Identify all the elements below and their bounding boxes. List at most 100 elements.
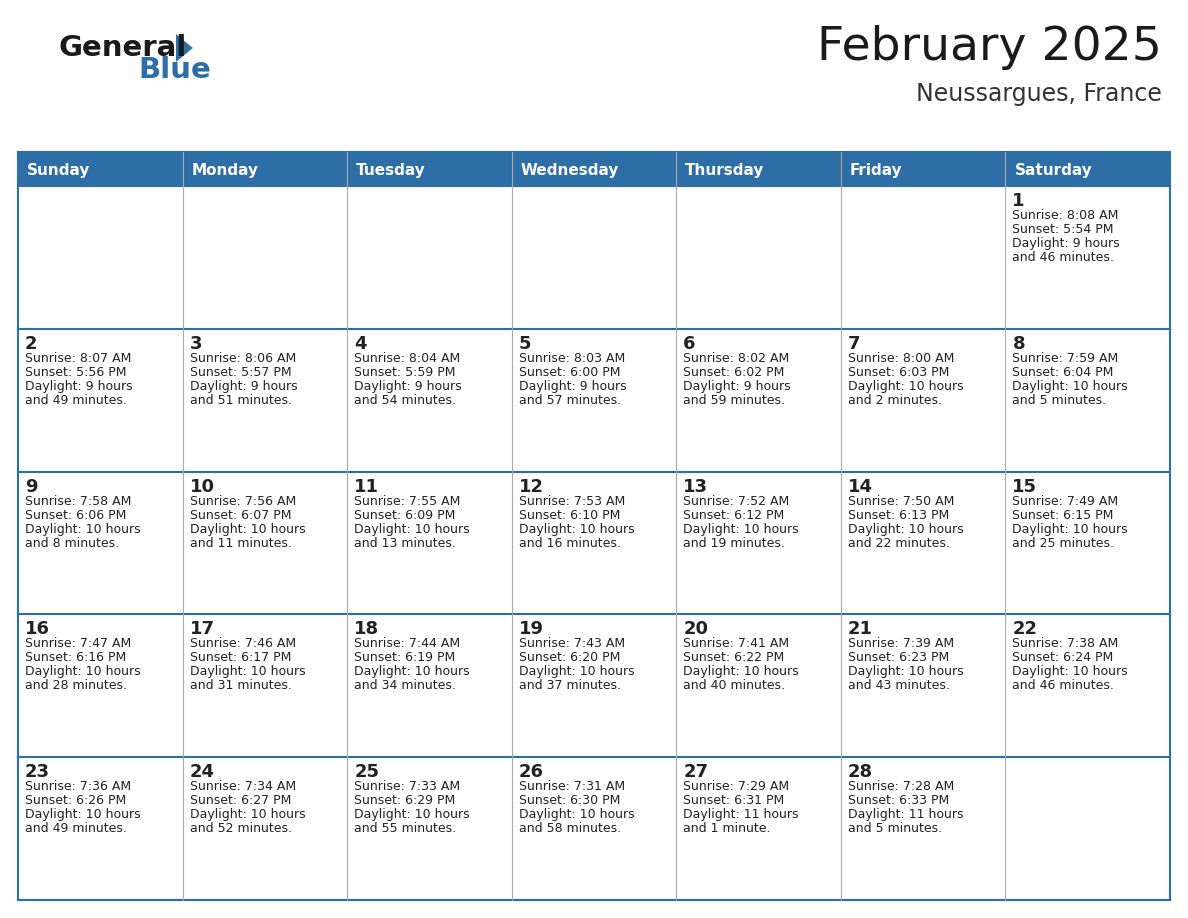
- Text: Sunset: 6:24 PM: Sunset: 6:24 PM: [1012, 652, 1113, 665]
- Text: Sunrise: 7:28 AM: Sunrise: 7:28 AM: [848, 780, 954, 793]
- Text: Sunrise: 8:02 AM: Sunrise: 8:02 AM: [683, 352, 790, 364]
- Text: 22: 22: [1012, 621, 1037, 638]
- Text: Sunrise: 7:29 AM: Sunrise: 7:29 AM: [683, 780, 789, 793]
- Text: Sunrise: 7:53 AM: Sunrise: 7:53 AM: [519, 495, 625, 508]
- Bar: [18, 186, 183, 329]
- Bar: [676, 472, 841, 614]
- Text: and 51 minutes.: and 51 minutes.: [190, 394, 291, 407]
- Bar: [183, 152, 347, 186]
- Bar: [183, 472, 347, 614]
- Text: Daylight: 10 hours: Daylight: 10 hours: [519, 808, 634, 822]
- Bar: [841, 186, 1005, 329]
- Text: Sunset: 6:23 PM: Sunset: 6:23 PM: [848, 652, 949, 665]
- Polygon shape: [176, 34, 192, 62]
- Text: Sunset: 6:02 PM: Sunset: 6:02 PM: [683, 365, 784, 379]
- Bar: [183, 614, 347, 757]
- Text: Sunset: 6:15 PM: Sunset: 6:15 PM: [1012, 509, 1114, 521]
- Text: Sunset: 6:20 PM: Sunset: 6:20 PM: [519, 652, 620, 665]
- Text: and 5 minutes.: and 5 minutes.: [848, 823, 942, 835]
- Text: 18: 18: [354, 621, 379, 638]
- Text: Daylight: 11 hours: Daylight: 11 hours: [683, 808, 798, 822]
- Text: 15: 15: [1012, 477, 1037, 496]
- Text: and 55 minutes.: and 55 minutes.: [354, 823, 456, 835]
- Text: and 49 minutes.: and 49 minutes.: [25, 823, 127, 835]
- Bar: [512, 472, 676, 614]
- Bar: [1005, 757, 1170, 900]
- Text: Daylight: 10 hours: Daylight: 10 hours: [190, 666, 305, 678]
- Text: Sunset: 6:12 PM: Sunset: 6:12 PM: [683, 509, 784, 521]
- Text: Sunrise: 7:43 AM: Sunrise: 7:43 AM: [519, 637, 625, 650]
- Bar: [841, 329, 1005, 472]
- Text: Monday: Monday: [191, 162, 259, 177]
- Text: Daylight: 9 hours: Daylight: 9 hours: [354, 380, 462, 393]
- Text: Thursday: Thursday: [685, 162, 765, 177]
- Text: 26: 26: [519, 763, 544, 781]
- Bar: [1005, 614, 1170, 757]
- Bar: [1005, 186, 1170, 329]
- Text: Sunset: 6:22 PM: Sunset: 6:22 PM: [683, 652, 784, 665]
- Text: Sunrise: 7:59 AM: Sunrise: 7:59 AM: [1012, 352, 1119, 364]
- Bar: [18, 614, 183, 757]
- Text: Sunrise: 7:41 AM: Sunrise: 7:41 AM: [683, 637, 789, 650]
- Text: 23: 23: [25, 763, 50, 781]
- Text: Daylight: 10 hours: Daylight: 10 hours: [25, 666, 140, 678]
- Text: Daylight: 10 hours: Daylight: 10 hours: [848, 522, 963, 535]
- Text: Sunrise: 7:34 AM: Sunrise: 7:34 AM: [190, 780, 296, 793]
- Text: Sunset: 6:27 PM: Sunset: 6:27 PM: [190, 794, 291, 807]
- Text: Daylight: 10 hours: Daylight: 10 hours: [848, 380, 963, 393]
- Text: and 57 minutes.: and 57 minutes.: [519, 394, 621, 407]
- Text: Daylight: 9 hours: Daylight: 9 hours: [519, 380, 626, 393]
- Text: Daylight: 10 hours: Daylight: 10 hours: [1012, 666, 1129, 678]
- Bar: [347, 186, 512, 329]
- Text: and 1 minute.: and 1 minute.: [683, 823, 771, 835]
- Text: Sunset: 6:33 PM: Sunset: 6:33 PM: [848, 794, 949, 807]
- Text: 21: 21: [848, 621, 873, 638]
- Bar: [347, 472, 512, 614]
- Bar: [512, 614, 676, 757]
- Text: Sunset: 6:26 PM: Sunset: 6:26 PM: [25, 794, 126, 807]
- Text: 6: 6: [683, 335, 696, 353]
- Text: and 52 minutes.: and 52 minutes.: [190, 823, 291, 835]
- Text: 11: 11: [354, 477, 379, 496]
- Text: and 13 minutes.: and 13 minutes.: [354, 537, 456, 550]
- Text: Daylight: 10 hours: Daylight: 10 hours: [190, 808, 305, 822]
- Text: and 59 minutes.: and 59 minutes.: [683, 394, 785, 407]
- Text: Daylight: 10 hours: Daylight: 10 hours: [354, 808, 469, 822]
- Text: 5: 5: [519, 335, 531, 353]
- Text: and 22 minutes.: and 22 minutes.: [848, 537, 949, 550]
- Text: 28: 28: [848, 763, 873, 781]
- Bar: [183, 329, 347, 472]
- Text: Sunrise: 8:06 AM: Sunrise: 8:06 AM: [190, 352, 296, 364]
- Text: 19: 19: [519, 621, 544, 638]
- Text: 13: 13: [683, 477, 708, 496]
- Text: Daylight: 10 hours: Daylight: 10 hours: [683, 522, 798, 535]
- Text: Sunset: 6:31 PM: Sunset: 6:31 PM: [683, 794, 784, 807]
- Text: Sunset: 5:54 PM: Sunset: 5:54 PM: [1012, 223, 1114, 236]
- Text: 14: 14: [848, 477, 873, 496]
- Text: and 49 minutes.: and 49 minutes.: [25, 394, 127, 407]
- Text: Daylight: 11 hours: Daylight: 11 hours: [848, 808, 963, 822]
- Bar: [18, 329, 183, 472]
- Text: Sunday: Sunday: [27, 162, 90, 177]
- Bar: [183, 757, 347, 900]
- Text: Sunset: 6:07 PM: Sunset: 6:07 PM: [190, 509, 291, 521]
- Text: Sunrise: 7:39 AM: Sunrise: 7:39 AM: [848, 637, 954, 650]
- Text: Blue: Blue: [138, 56, 210, 84]
- Bar: [512, 186, 676, 329]
- Text: Sunset: 6:17 PM: Sunset: 6:17 PM: [190, 652, 291, 665]
- Bar: [512, 757, 676, 900]
- Bar: [347, 757, 512, 900]
- Text: Sunrise: 7:44 AM: Sunrise: 7:44 AM: [354, 637, 460, 650]
- Bar: [18, 152, 1170, 900]
- Text: 24: 24: [190, 763, 215, 781]
- Text: Sunrise: 8:00 AM: Sunrise: 8:00 AM: [848, 352, 954, 364]
- Text: 2: 2: [25, 335, 38, 353]
- Text: Sunrise: 8:08 AM: Sunrise: 8:08 AM: [1012, 209, 1119, 222]
- Text: and 43 minutes.: and 43 minutes.: [848, 679, 949, 692]
- Bar: [841, 614, 1005, 757]
- Text: 8: 8: [1012, 335, 1025, 353]
- Text: and 37 minutes.: and 37 minutes.: [519, 679, 620, 692]
- Text: 10: 10: [190, 477, 215, 496]
- Bar: [841, 757, 1005, 900]
- Text: Daylight: 10 hours: Daylight: 10 hours: [683, 666, 798, 678]
